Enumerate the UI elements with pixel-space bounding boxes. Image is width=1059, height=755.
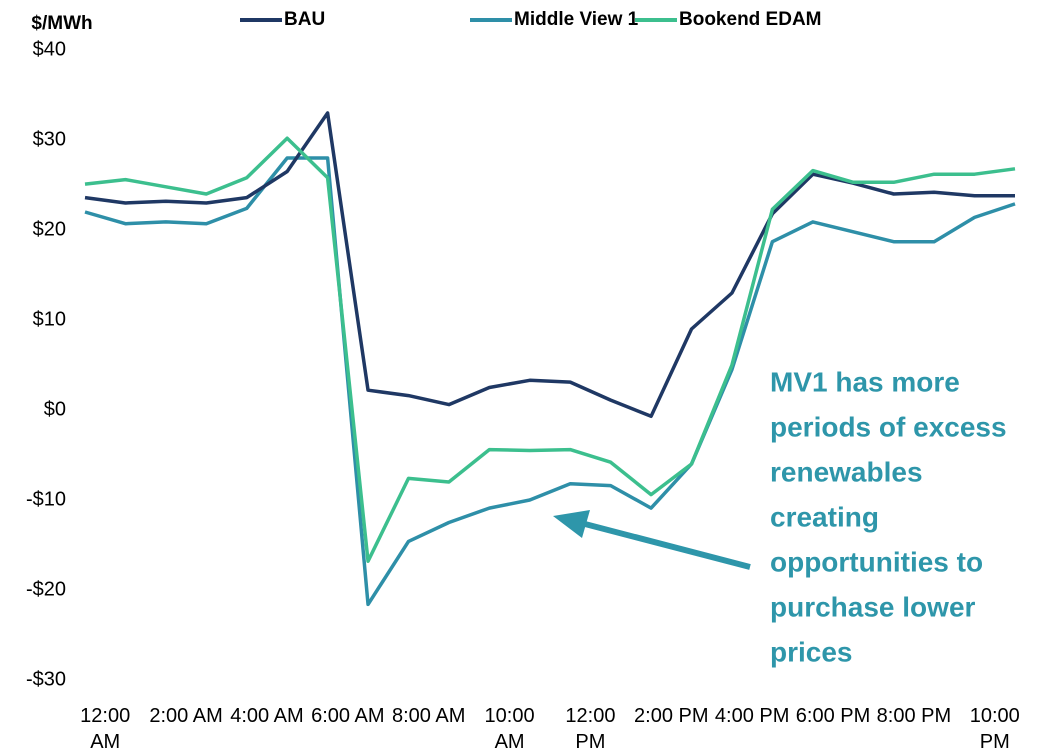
x-tick-label: 2:00 AM	[149, 705, 223, 727]
annotation-text: renewables	[770, 456, 923, 487]
x-tick-label: 6:00 PM	[795, 705, 871, 727]
annotation-text: MV1 has more	[770, 366, 960, 397]
legend-label: Bookend EDAM	[679, 9, 822, 30]
x-tick-label: 12:00 PM	[565, 705, 616, 753]
x-tick-label: 12:00 AM	[80, 705, 131, 753]
annotation-text: prices	[770, 636, 853, 667]
annotation-text: creating	[770, 501, 879, 532]
y-tick-label: -$30	[26, 668, 66, 690]
y-tick-label: $10	[33, 308, 66, 330]
y-tick-label: $0	[44, 398, 66, 420]
y-tick-label: $30	[33, 128, 66, 150]
series-line	[84, 136, 1016, 563]
x-tick-label: 4:00 PM	[714, 705, 790, 727]
annotation-text: purchase lower	[770, 591, 976, 622]
y-axis-label: $/MWh	[31, 13, 92, 34]
x-tick-label: 10:00 PM	[969, 705, 1020, 753]
series-line	[84, 111, 1015, 419]
x-tick-label: 8:00 AM	[391, 705, 466, 727]
y-tick-label: -$10	[26, 488, 66, 510]
x-tick-label: 6:00 AM	[311, 705, 385, 727]
annotation-text: periods of excess	[770, 411, 1007, 442]
x-tick-label: 10:00 AM	[484, 705, 535, 753]
y-tick-label: $40	[33, 38, 66, 60]
x-tick-label: 8:00 PM	[876, 705, 952, 727]
legend-label: Middle View 1	[514, 9, 639, 30]
legend-label: BAU	[284, 9, 325, 30]
y-tick-label: -$20	[26, 578, 66, 600]
annotation-arrow	[584, 521, 751, 570]
y-tick-label: $20	[33, 218, 66, 240]
series-line	[84, 156, 1016, 607]
x-tick-label: 4:00 AM	[230, 705, 304, 727]
annotation-arrowhead	[553, 510, 590, 538]
annotation-text: opportunities to	[770, 546, 983, 577]
x-tick-label: 2:00 PM	[634, 705, 709, 727]
